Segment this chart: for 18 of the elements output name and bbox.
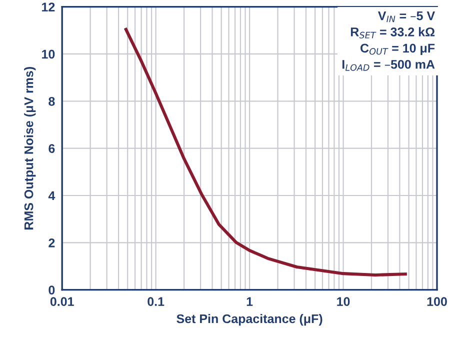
annotation: R$_{SET}$ = 33.2 kΩ bbox=[350, 27, 435, 38]
x-tick-label: 0.1 bbox=[148, 297, 164, 306]
x-tick-label: 1 bbox=[246, 297, 253, 306]
annotation: C$_{OUT}$ = 10 μF bbox=[360, 44, 435, 56]
x-tick-label: 100 bbox=[427, 297, 447, 306]
y-tick-label: 6 bbox=[48, 144, 55, 153]
annotation: I$_{LOAD}$ = –500 mA bbox=[342, 60, 435, 71]
y-tick-label: 2 bbox=[48, 238, 55, 248]
y-tick-label: 0 bbox=[48, 286, 55, 294]
x-tick-label: 10 bbox=[337, 297, 350, 306]
y-axis-title: RMS Output Noise (μV rms) bbox=[24, 67, 36, 230]
y-tick-label: 8 bbox=[48, 96, 55, 106]
y-tick-label: 12 bbox=[42, 2, 55, 12]
y-tick-label: 10 bbox=[42, 50, 55, 59]
annotation: V$_{IN}$ = –5 V bbox=[378, 12, 435, 22]
y-tick-label: 4 bbox=[48, 191, 56, 200]
x-axis-title: Set Pin Capacitance (μF) bbox=[176, 314, 322, 326]
x-tick-label: 0.01 bbox=[50, 297, 74, 306]
